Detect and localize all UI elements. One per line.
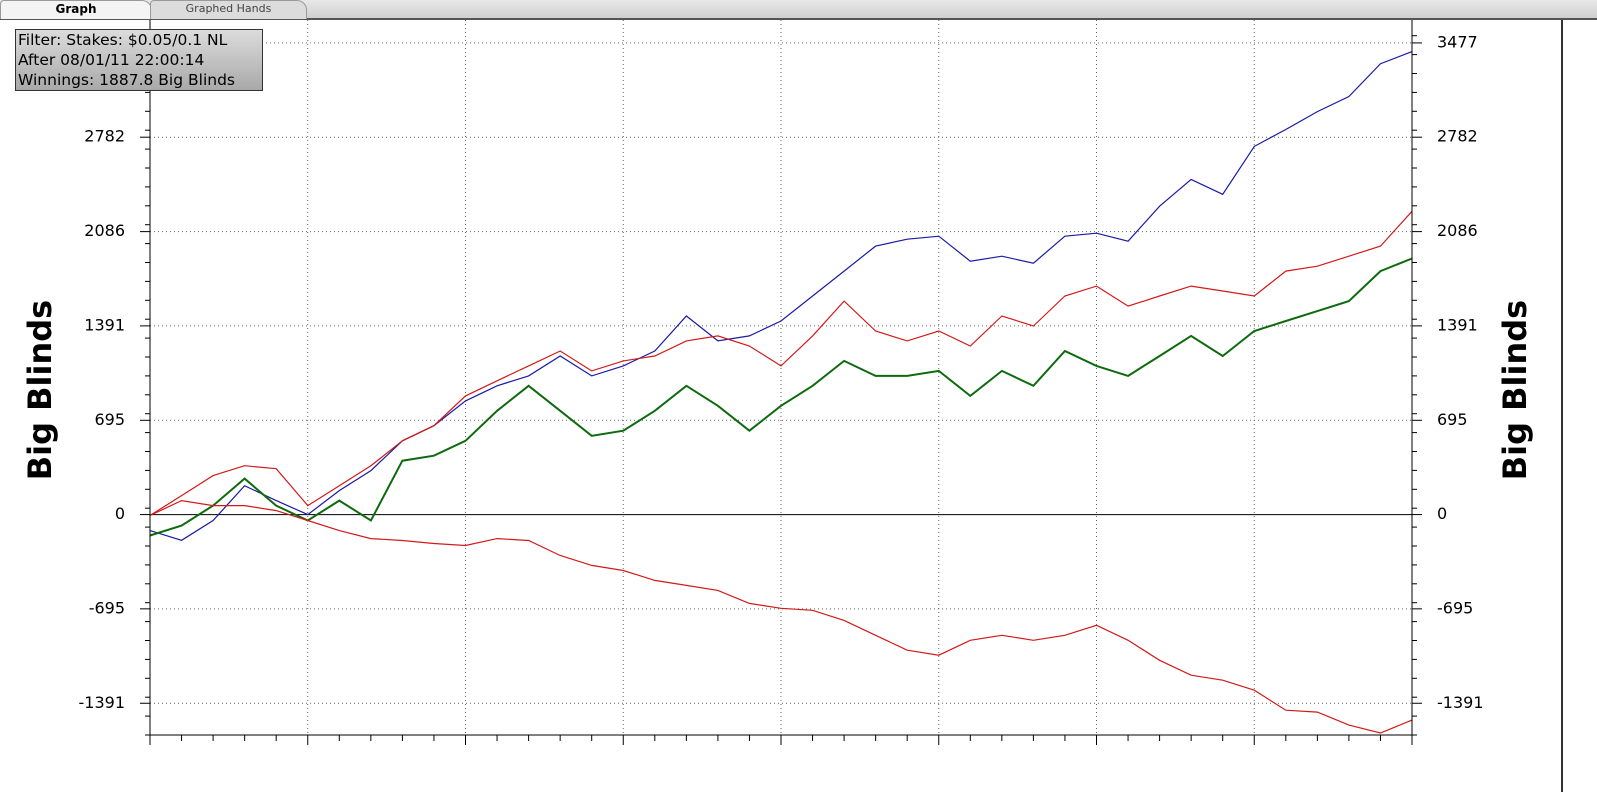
y-tick-label: 0 (115, 504, 125, 523)
y2-tick-label: -695 (1437, 598, 1473, 617)
y-tick-label: 695 (94, 410, 125, 429)
series-line (149, 210, 1413, 517)
y-tick-label: -695 (89, 598, 125, 617)
y2-axis-label: Big Blinds (1496, 300, 1534, 480)
tab-bar: Graph Graphed Hands (0, 0, 1597, 20)
y2-tick-label: 2782 (1437, 127, 1478, 146)
y-tick-label: -1391 (79, 693, 126, 712)
y2-tick-label: 695 (1437, 410, 1468, 429)
y-tick-label: 2782 (84, 127, 125, 146)
y2-tick-label: 0 (1437, 504, 1447, 523)
plot-area (150, 20, 1412, 735)
tab[interactable]: Graphed Hands (150, 0, 307, 19)
series-line (149, 499, 1413, 734)
filter-line: After 08/01/11 22:00:14 (18, 51, 205, 69)
y2-tick-label: 3477 (1437, 32, 1478, 51)
tab[interactable]: Graph (0, 0, 152, 19)
y2-tick-label: 1391 (1437, 315, 1478, 334)
y2-tick-label: 2086 (1437, 221, 1478, 240)
filter-line: Filter: Stakes: $0.05/0.1 NL (18, 31, 228, 49)
series-line (149, 51, 1413, 541)
y-axis-label: Big Blinds (21, 300, 59, 480)
filter-box: Filter: Stakes: $0.05/0.1 NL After 08/01… (15, 29, 263, 91)
y2-tick-label: -1391 (1437, 693, 1484, 712)
series-line (149, 257, 1413, 537)
y-tick-label: 1391 (84, 315, 125, 334)
y-tick-label: 2086 (84, 221, 125, 240)
filter-line: Winnings: 1887.8 Big Blinds (18, 71, 235, 89)
